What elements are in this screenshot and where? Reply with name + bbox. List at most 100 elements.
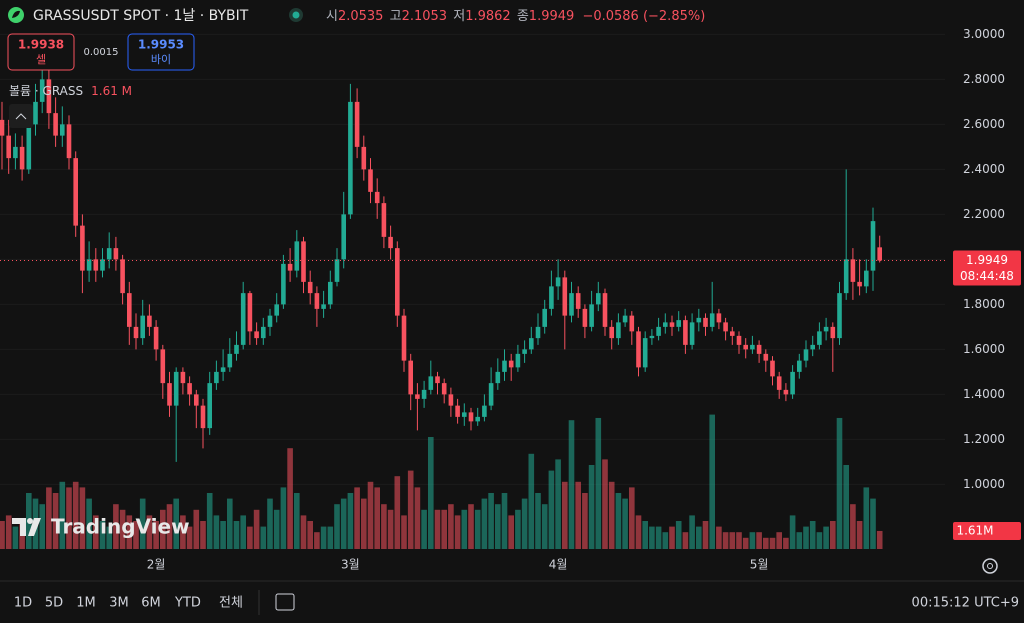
candle-body — [214, 371, 219, 384]
candle-body — [287, 263, 293, 271]
sell-button[interactable] — [7, 33, 75, 71]
candle-body — [240, 293, 246, 345]
volume-bar — [843, 465, 849, 549]
candle-body — [361, 146, 367, 170]
volume-bar — [407, 470, 414, 549]
sell-label[interactable]: 셀 — [36, 53, 46, 66]
volume-bar — [548, 470, 555, 549]
open-value: 2.0535 — [338, 9, 384, 24]
date-range-icon[interactable] — [275, 593, 295, 611]
volume-bar — [863, 487, 870, 549]
range-button[interactable]: 6M — [141, 596, 161, 611]
settings-icon — [987, 563, 993, 569]
candle-body — [435, 376, 440, 384]
volume-bar — [716, 526, 722, 549]
volume-value: 1.61 M — [91, 84, 132, 98]
candle-body — [629, 315, 635, 332]
volume-bar — [474, 509, 481, 549]
candle-body — [301, 241, 306, 282]
logo-icon — [12, 518, 41, 536]
logo: TradingView — [51, 515, 190, 539]
volume-bar — [267, 498, 273, 549]
volume-bar — [709, 414, 715, 549]
candle-body — [736, 335, 742, 345]
price-tag-value: 1.9949 — [966, 253, 1008, 267]
volume-bar — [582, 493, 588, 549]
candle-body — [180, 371, 186, 384]
volume-bar — [595, 417, 602, 549]
candle-body — [703, 317, 708, 327]
candle-body — [649, 335, 655, 339]
volume-bar — [414, 487, 421, 549]
volume-bar — [253, 509, 260, 549]
candle-body — [797, 360, 802, 372]
volume-bar — [823, 526, 829, 549]
low-value: 1.9862 — [465, 9, 511, 24]
volume-bar — [434, 509, 441, 549]
range-button[interactable]: 1M — [76, 596, 96, 611]
volume-bar — [381, 504, 387, 549]
buy-label[interactable]: 바이 — [151, 53, 171, 66]
candle-body — [120, 259, 125, 294]
candle-body — [843, 259, 849, 294]
volume-bar — [816, 532, 823, 549]
range-button[interactable]: 3M — [109, 596, 129, 611]
volume-bar — [367, 481, 374, 549]
volume-legend: 볼륨 · GRASS 1.61 M — [9, 84, 132, 98]
volume-bar — [260, 526, 267, 549]
spread: 0.0015 — [84, 47, 119, 58]
candle-body — [542, 308, 547, 327]
y-tick-label: 2.4000 — [963, 162, 1005, 176]
volume-bar — [602, 459, 608, 549]
volume-bar — [314, 532, 320, 549]
volume-bar — [575, 481, 581, 549]
candle-body — [53, 113, 58, 136]
candle-body — [19, 146, 25, 170]
volume-bar — [555, 459, 561, 549]
candle-body — [743, 344, 748, 350]
candle-body — [709, 313, 715, 327]
range-button[interactable]: 1D — [14, 596, 32, 611]
range-button[interactable]: YTD — [174, 596, 201, 611]
volume-bar — [830, 521, 836, 549]
range-button[interactable]: 전체 — [219, 596, 243, 611]
candle-body — [6, 135, 11, 159]
candle-body — [80, 225, 85, 271]
status-dot — [292, 11, 300, 19]
collapse-button[interactable] — [9, 104, 33, 128]
candle-body — [321, 304, 326, 309]
candle-body — [756, 344, 762, 354]
buy-button[interactable] — [127, 33, 195, 71]
y-tick-label: 1.6000 — [963, 342, 1005, 356]
candle-body — [508, 360, 514, 368]
candle-body — [669, 322, 675, 327]
volume-bar — [495, 504, 501, 549]
volume-bar — [79, 487, 86, 549]
volume-bar — [749, 532, 756, 549]
candle-body — [0, 119, 5, 136]
volume-bar — [126, 515, 133, 549]
sell-price[interactable]: 1.9938 — [18, 38, 64, 52]
candle-body — [864, 270, 869, 287]
range-button[interactable]: 5D — [45, 596, 63, 611]
volume-bar — [468, 504, 474, 549]
volume-bar — [247, 526, 253, 549]
volume-bar — [300, 515, 307, 549]
candle-body — [421, 389, 427, 399]
volume-bar — [729, 532, 736, 549]
candle-body — [730, 331, 735, 336]
candle-body — [877, 247, 882, 261]
candle-body — [616, 322, 621, 339]
volume-bar — [488, 493, 494, 549]
volume-bar — [655, 526, 662, 549]
candle-body — [234, 344, 239, 354]
settings-button[interactable] — [982, 558, 998, 574]
candle-body — [636, 331, 641, 368]
buy-price[interactable]: 1.9953 — [138, 38, 184, 52]
volume-bar — [93, 515, 99, 549]
volume-bar — [702, 521, 709, 549]
volume-bar — [206, 493, 213, 549]
volume-bar — [836, 417, 843, 549]
volume-bar — [689, 515, 695, 549]
